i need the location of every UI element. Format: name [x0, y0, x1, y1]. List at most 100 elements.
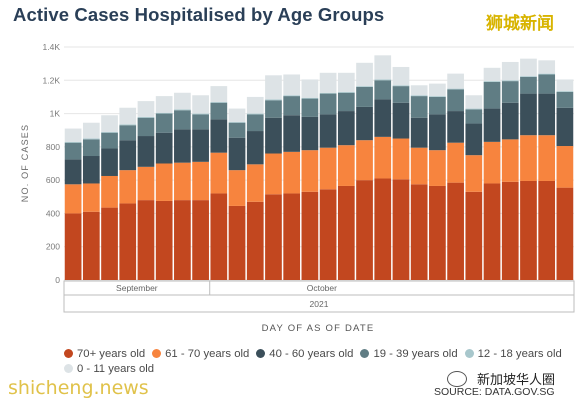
bar-segment[interactable] [192, 129, 209, 162]
bar-segment[interactable] [101, 132, 118, 149]
bar-segment[interactable] [192, 95, 209, 114]
bar-segment[interactable] [301, 97, 319, 99]
bar-segment[interactable] [483, 108, 501, 142]
bar-segment[interactable] [119, 170, 137, 204]
bar-segment[interactable] [520, 76, 537, 94]
bar-segment[interactable] [538, 135, 556, 181]
bar-segment[interactable] [429, 96, 446, 115]
bar-segment[interactable] [447, 142, 464, 183]
bar-segment[interactable] [174, 162, 191, 201]
bar-segment[interactable] [82, 122, 100, 139]
bar-segment[interactable] [101, 115, 118, 132]
bar-segment[interactable] [556, 79, 574, 92]
bar-segment[interactable] [119, 125, 137, 141]
bar-segment[interactable] [556, 187, 574, 280]
bar-segment[interactable] [283, 151, 301, 194]
legend-item[interactable]: 70+ years old [64, 347, 145, 362]
bar-segment[interactable] [265, 100, 282, 118]
bar-segment[interactable] [319, 72, 337, 93]
bar-segment[interactable] [319, 114, 337, 148]
bar-segment[interactable] [538, 93, 556, 136]
bar-segment[interactable] [174, 109, 191, 111]
bar-segment[interactable] [392, 179, 410, 280]
bar-segment[interactable] [337, 111, 355, 146]
bar-segment[interactable] [265, 99, 282, 101]
bar-segment[interactable] [520, 76, 537, 77]
bar-segment[interactable] [319, 93, 337, 115]
bar-segment[interactable] [101, 207, 118, 280]
bar-segment[interactable] [210, 102, 228, 120]
bar-segment[interactable] [210, 152, 228, 194]
bar-segment[interactable] [356, 106, 373, 141]
bar-segment[interactable] [210, 119, 228, 153]
bar-segment[interactable] [556, 91, 574, 92]
bar-segment[interactable] [82, 139, 100, 157]
bar-segment[interactable] [101, 175, 118, 208]
bar-segment[interactable] [64, 141, 82, 143]
bar-segment[interactable] [465, 123, 483, 156]
bar-segment[interactable] [356, 180, 373, 280]
bar-segment[interactable] [64, 128, 82, 142]
bar-segment[interactable] [228, 170, 246, 206]
bar-segment[interactable] [101, 148, 118, 176]
legend-item[interactable]: 40 - 60 years old [256, 347, 353, 362]
bar-segment[interactable] [319, 92, 337, 94]
bar-segment[interactable] [447, 182, 464, 280]
bar-segment[interactable] [374, 80, 392, 100]
legend-item[interactable]: 61 - 70 years old [152, 347, 249, 362]
bar-segment[interactable] [283, 115, 301, 152]
bar-segment[interactable] [228, 121, 246, 123]
bar-segment[interactable] [119, 124, 137, 126]
bar-segment[interactable] [374, 55, 392, 80]
bar-segment[interactable] [155, 163, 173, 201]
bar-segment[interactable] [192, 200, 209, 280]
bar-segment[interactable] [465, 109, 483, 124]
bar-segment[interactable] [82, 156, 100, 184]
bar-segment[interactable] [265, 75, 282, 100]
bar-segment[interactable] [192, 113, 209, 115]
bar-segment[interactable] [64, 142, 82, 160]
bar-segment[interactable] [410, 117, 428, 148]
bar-segment[interactable] [392, 138, 410, 180]
bar-segment[interactable] [82, 211, 100, 280]
bar-segment[interactable] [192, 114, 209, 130]
bar-segment[interactable] [392, 85, 410, 87]
bar-segment[interactable] [283, 74, 301, 96]
bar-segment[interactable] [228, 137, 246, 171]
bar-segment[interactable] [137, 200, 155, 280]
bar-segment[interactable] [374, 79, 392, 81]
bar-segment[interactable] [155, 96, 173, 113]
bar-segment[interactable] [556, 107, 574, 147]
bar-segment[interactable] [246, 164, 264, 202]
bar-segment[interactable] [429, 114, 446, 151]
legend-item[interactable]: 12 - 18 years old [464, 347, 562, 362]
bar-segment[interactable] [265, 194, 282, 280]
bar-segment[interactable] [101, 131, 118, 133]
bar-segment[interactable] [337, 72, 355, 92]
bar-segment[interactable] [538, 73, 556, 75]
bar-segment[interactable] [228, 108, 246, 122]
legend-item[interactable]: 19 - 39 years old [360, 347, 458, 362]
bar-segment[interactable] [155, 113, 173, 133]
bar-segment[interactable] [210, 86, 228, 102]
bar-segment[interactable] [301, 79, 319, 98]
bar-segment[interactable] [137, 166, 155, 201]
bar-segment[interactable] [520, 93, 537, 136]
bar-segment[interactable] [538, 74, 556, 94]
bar-segment[interactable] [483, 81, 501, 82]
bar-segment[interactable] [64, 159, 82, 185]
bar-segment[interactable] [64, 213, 82, 280]
bar-segment[interactable] [301, 191, 319, 280]
bar-segment[interactable] [410, 85, 428, 96]
bar-segment[interactable] [501, 102, 519, 140]
bar-segment[interactable] [392, 66, 410, 86]
bar-segment[interactable] [447, 88, 464, 90]
bar-segment[interactable] [319, 147, 337, 190]
bar-segment[interactable] [520, 135, 537, 181]
bar-segment[interactable] [337, 145, 355, 186]
bar-segment[interactable] [501, 61, 519, 81]
bar-segment[interactable] [429, 185, 446, 280]
bar-segment[interactable] [228, 122, 246, 138]
bar-segment[interactable] [337, 92, 355, 112]
bar-segment[interactable] [137, 136, 155, 167]
